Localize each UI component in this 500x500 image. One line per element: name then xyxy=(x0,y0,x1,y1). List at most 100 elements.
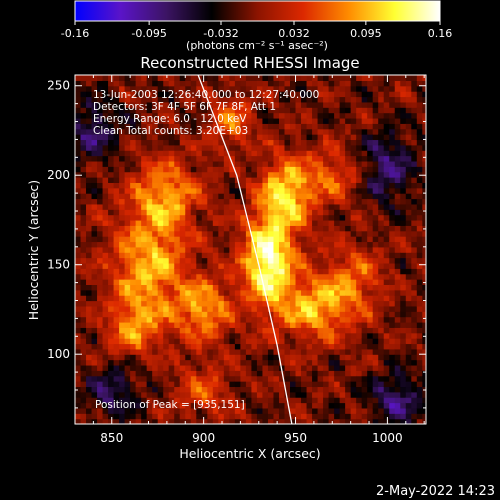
heatmap-cell xyxy=(367,182,374,189)
heatmap-cell xyxy=(334,268,341,275)
heatmap-cell xyxy=(422,166,426,173)
heatmap-cell xyxy=(174,295,181,302)
heatmap-cell xyxy=(361,155,368,162)
heatmap-cell xyxy=(267,364,275,371)
heatmap-cell xyxy=(179,354,186,361)
heatmap-cell xyxy=(113,348,120,355)
heatmap-cell xyxy=(422,338,426,345)
heatmap-cell xyxy=(141,91,148,98)
heatmap-cell xyxy=(267,182,275,189)
heatmap-cell xyxy=(345,101,352,108)
heatmap-cell xyxy=(152,166,159,173)
heatmap-cell xyxy=(301,284,308,291)
heatmap-cell xyxy=(350,101,357,108)
heatmap-cell xyxy=(339,123,346,130)
heatmap-cell xyxy=(290,311,297,318)
heatmap-cell xyxy=(86,268,93,275)
heatmap-cell xyxy=(113,209,120,216)
heatmap-cell xyxy=(273,321,280,328)
heatmap-cell xyxy=(361,386,368,393)
heatmap-cell xyxy=(86,198,93,205)
heatmap-cell xyxy=(163,338,170,345)
heatmap-cell xyxy=(97,252,104,259)
heatmap-cell xyxy=(290,338,297,345)
heatmap-cell xyxy=(367,407,374,414)
heatmap-cell xyxy=(240,305,247,312)
heatmap-cell xyxy=(185,300,192,307)
heatmap-cell xyxy=(201,386,208,393)
heatmap-cell xyxy=(75,343,82,350)
heatmap-cell xyxy=(411,198,418,205)
heatmap-cell xyxy=(240,230,247,237)
heatmap-cell xyxy=(389,321,396,328)
heatmap-cell xyxy=(157,338,164,345)
heatmap-cell xyxy=(212,391,219,398)
heatmap-cell xyxy=(80,418,87,424)
heatmap-cell xyxy=(350,354,357,361)
heatmap-cell xyxy=(113,327,120,334)
heatmap-cell xyxy=(163,171,170,178)
heatmap-cell xyxy=(356,117,363,124)
heatmap-cell xyxy=(356,101,363,108)
heatmap-cell xyxy=(256,150,264,157)
heatmap-cell xyxy=(334,391,341,398)
heatmap-cell xyxy=(97,327,104,334)
heatmap-cell xyxy=(80,134,87,141)
heatmap-cell xyxy=(234,219,241,226)
heatmap-cell xyxy=(240,91,247,98)
heatmap-cell xyxy=(185,391,192,398)
heatmap-cell xyxy=(323,203,330,210)
heatmap-cell xyxy=(411,311,418,318)
heatmap-cell xyxy=(97,397,104,404)
heatmap-cell xyxy=(229,139,236,146)
heatmap-cell xyxy=(179,257,186,264)
heatmap-cell xyxy=(108,101,115,108)
heatmap-cell xyxy=(312,123,319,130)
heatmap-cell xyxy=(124,300,131,307)
heatmap-cell xyxy=(102,348,109,355)
heatmap-cell xyxy=(102,112,109,119)
heatmap-cell xyxy=(207,311,214,318)
heatmap-cell xyxy=(262,96,269,103)
heatmap-cell xyxy=(345,327,352,334)
heatmap-cell xyxy=(152,300,159,307)
heatmap-cell xyxy=(350,112,357,119)
heatmap-cell xyxy=(179,80,186,87)
heatmap-cell xyxy=(212,187,219,194)
heatmap-cell xyxy=(405,262,412,269)
heatmap-cell xyxy=(400,418,407,424)
heatmap-cell xyxy=(240,295,247,302)
heatmap-cell xyxy=(411,144,418,151)
heatmap-cell xyxy=(245,225,253,232)
heatmap-cell xyxy=(317,107,324,114)
heatmap-cell xyxy=(256,375,264,382)
heatmap-cell xyxy=(312,112,319,119)
heatmap-cell xyxy=(168,359,175,366)
heatmap-cell xyxy=(290,354,297,361)
heatmap-cell xyxy=(278,413,286,420)
heatmap-cell xyxy=(91,364,98,371)
heatmap-cell xyxy=(400,370,407,377)
heatmap-cell xyxy=(102,370,109,377)
heatmap-cell xyxy=(367,241,374,248)
heatmap-cell xyxy=(356,305,363,312)
heatmap-cell xyxy=(234,354,241,361)
heatmap-cell xyxy=(273,91,280,98)
heatmap-cell xyxy=(135,230,142,237)
heatmap-cell xyxy=(201,370,208,377)
heatmap-cell xyxy=(394,139,401,146)
heatmap-cell xyxy=(400,273,407,280)
heatmap-cell xyxy=(146,348,153,355)
heatmap-cell xyxy=(201,397,208,404)
heatmap-cell xyxy=(185,75,192,81)
heatmap-cell xyxy=(367,300,374,307)
heatmap-cell xyxy=(317,230,324,237)
heatmap-cell xyxy=(80,155,87,162)
heatmap-cell xyxy=(119,343,126,350)
heatmap-cell xyxy=(113,246,120,253)
heatmap-cell xyxy=(400,332,407,339)
heatmap-cell xyxy=(245,343,253,350)
heatmap-cell xyxy=(323,305,330,312)
heatmap-cell xyxy=(312,230,319,237)
heatmap-cell xyxy=(356,112,363,119)
